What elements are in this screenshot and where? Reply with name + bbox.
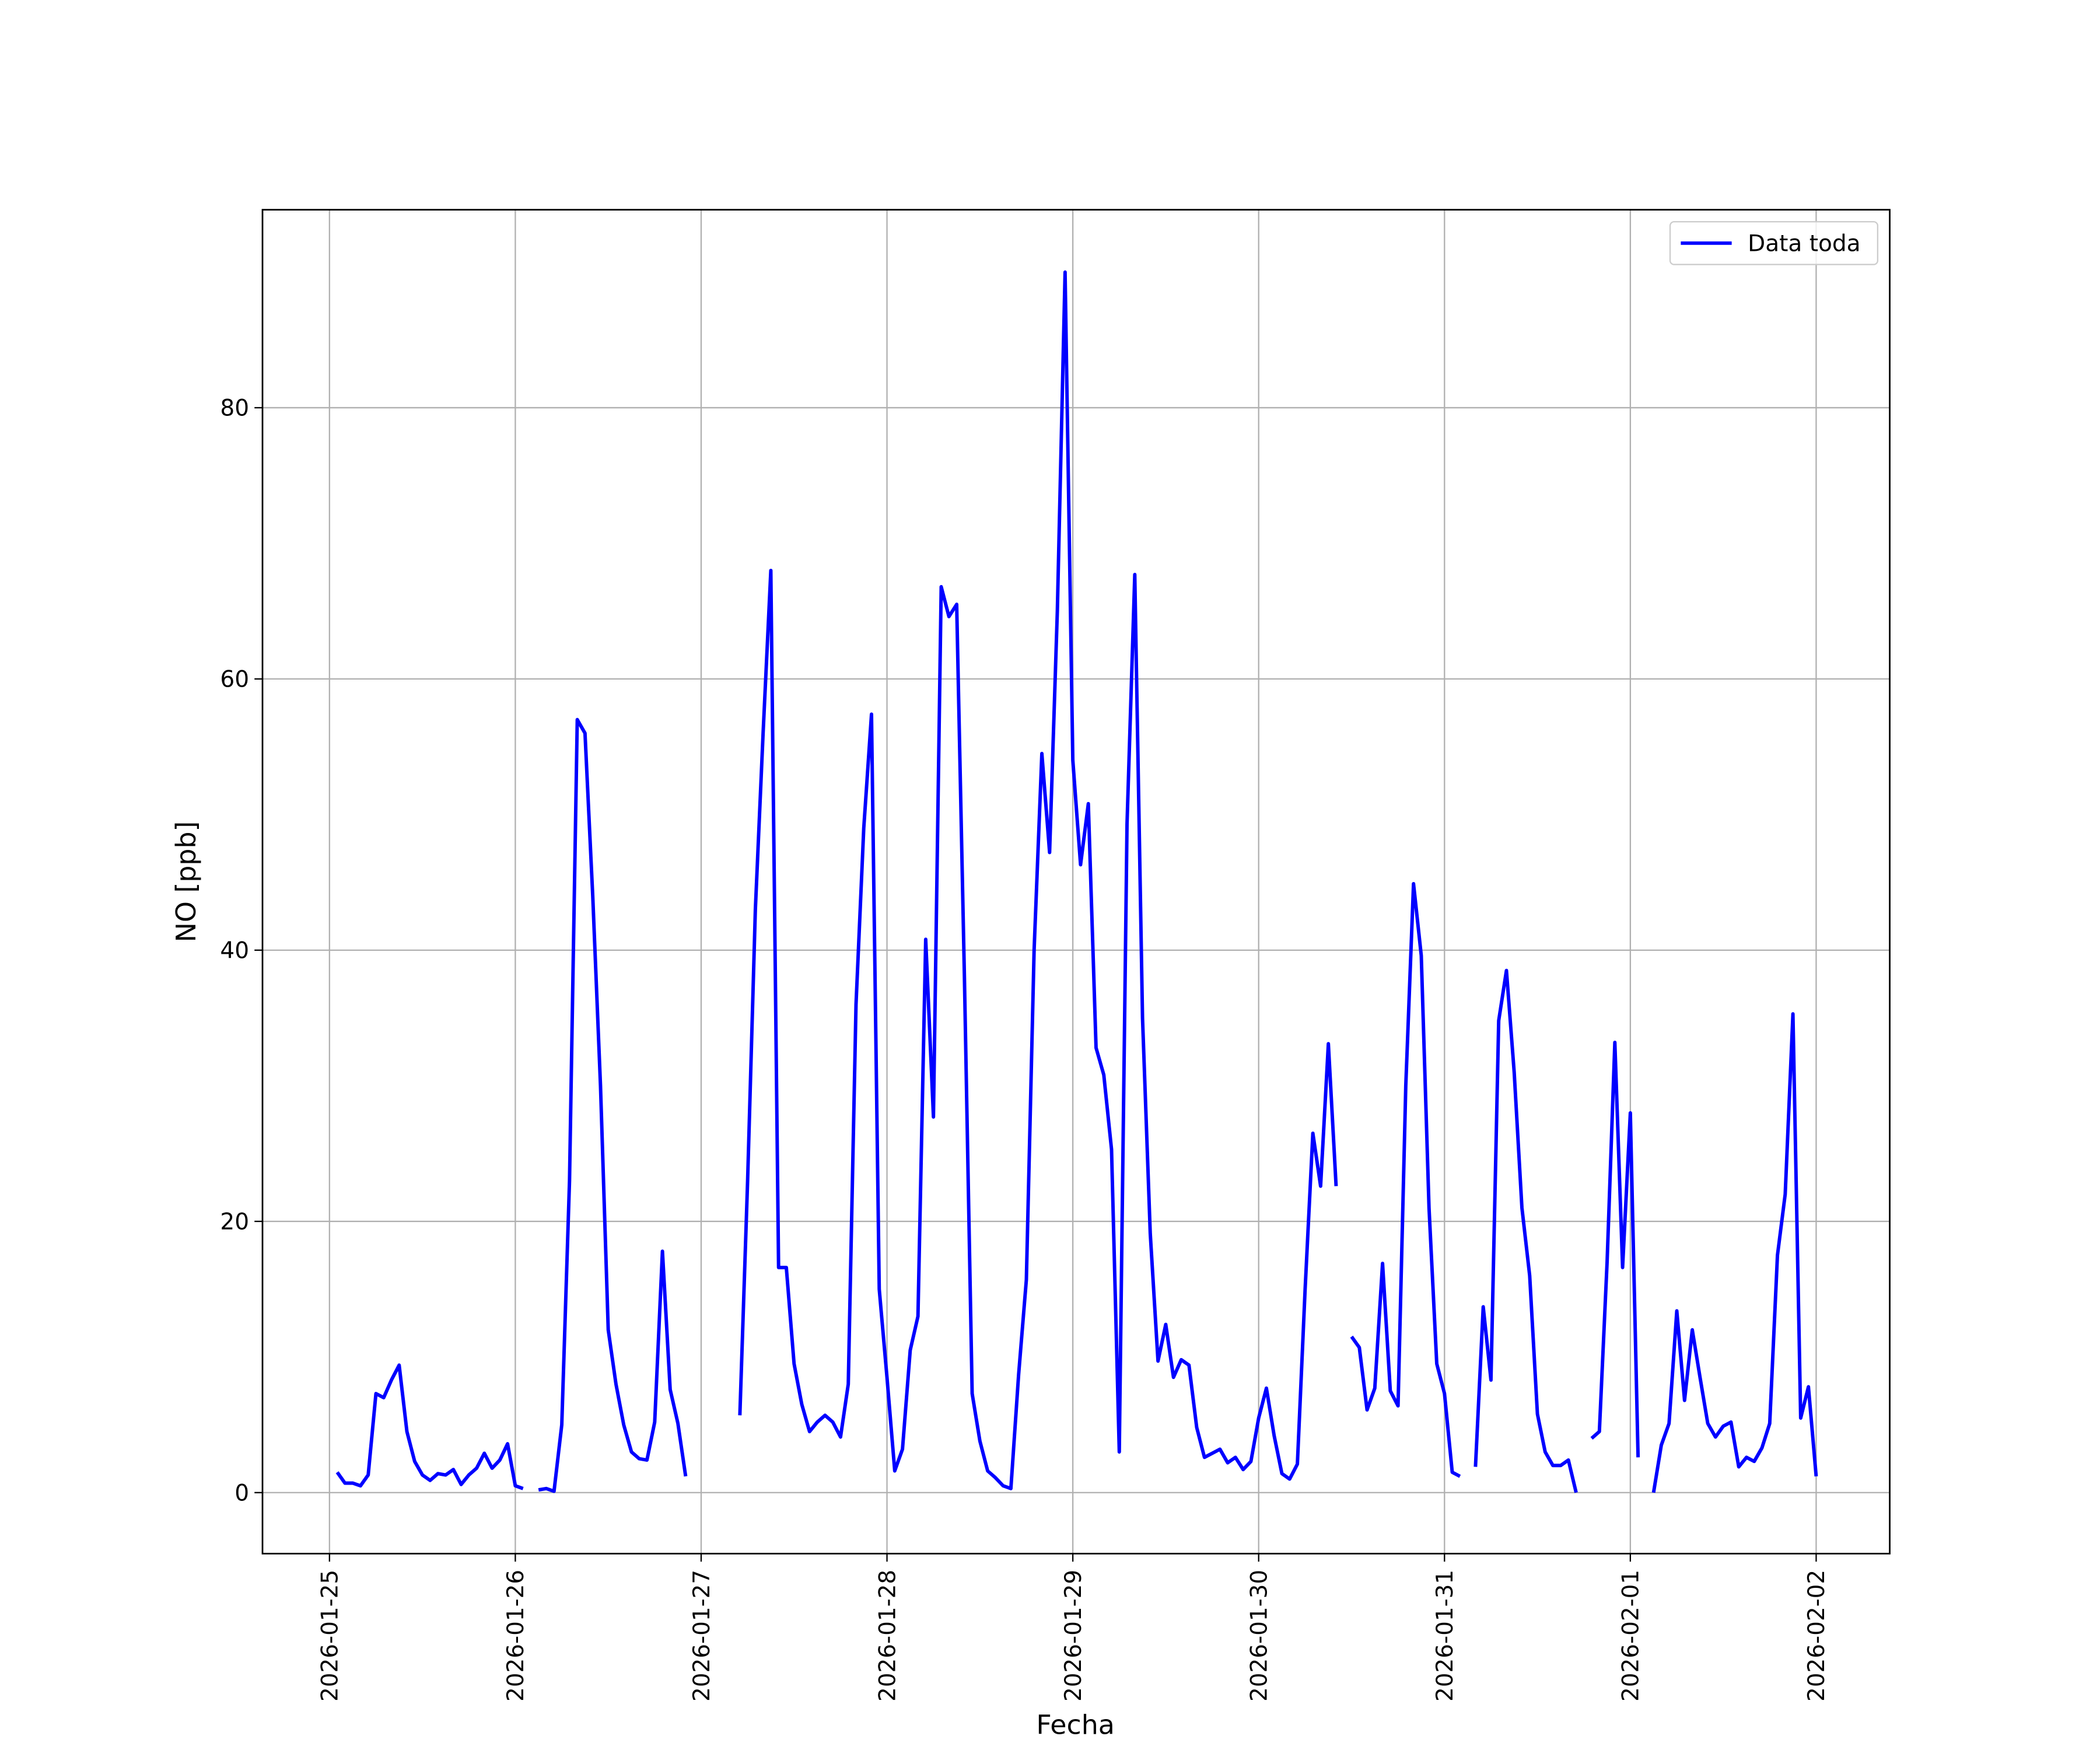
plot-layer — [335, 270, 1818, 1493]
grid-layer: 0 20 40 60 80 2026-01-25 2026-01-26 2026-01-27 2… — [220, 209, 1890, 1702]
y-tick-label: 20 — [220, 1209, 249, 1236]
x-axis-label: Fecha — [1036, 1709, 1115, 1741]
x-tick-label: 2026-02-01 — [1618, 1570, 1644, 1702]
y-tick-label: 0 — [235, 1480, 249, 1507]
legend-label: Data toda — [1748, 231, 1860, 257]
x-tick-label: 2026-01-30 — [1246, 1570, 1272, 1702]
x-tick-label: 2026-01-31 — [1432, 1570, 1458, 1702]
x-tick-label: 2026-01-29 — [1060, 1570, 1087, 1702]
axes-frame — [261, 209, 1891, 1555]
x-tick-label: 2026-01-28 — [874, 1570, 901, 1702]
x-tick-label: 2026-01-27 — [689, 1570, 715, 1702]
data-line — [335, 270, 1818, 1493]
x-tick-label: 2026-01-25 — [317, 1570, 344, 1702]
y-tick-label: 40 — [220, 938, 249, 964]
legend: Data toda — [1669, 221, 1879, 265]
y-axis-label: NO [ppb] — [170, 821, 202, 943]
legend-box — [1669, 221, 1879, 265]
y-tick-label: 80 — [220, 396, 249, 422]
y-tick-label: 60 — [220, 667, 249, 693]
x-tick-label: 2026-01-26 — [503, 1570, 529, 1702]
x-tick-label: 2026-02-02 — [1804, 1570, 1830, 1702]
